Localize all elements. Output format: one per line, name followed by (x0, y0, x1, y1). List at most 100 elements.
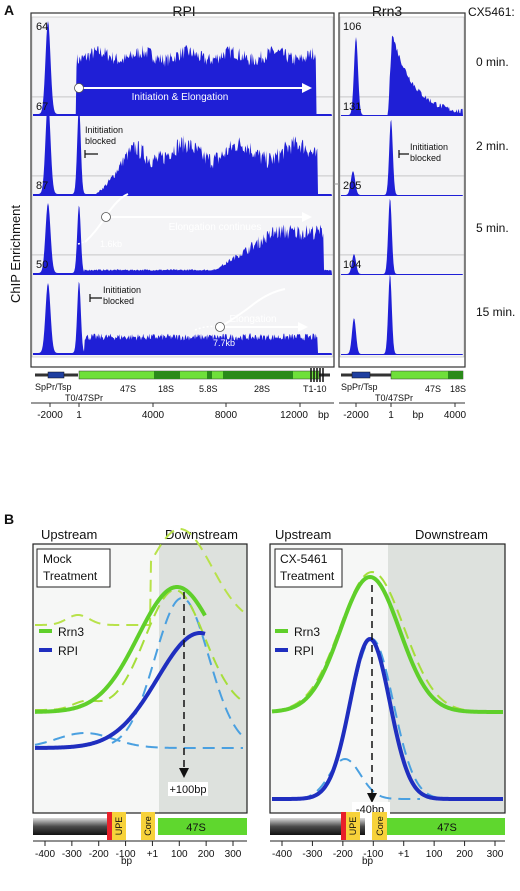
axis-tick-label: 100 (426, 849, 443, 860)
upe-red-mark (341, 812, 346, 840)
axis-tick-label: -200 (89, 849, 109, 860)
left-core-box (141, 812, 155, 840)
cx5461-header: CX5461: (468, 5, 515, 19)
left-core-label: Core (143, 816, 153, 836)
panel-b-letter: B (4, 511, 14, 527)
mock-profiles (34, 527, 244, 750)
mock-rrn3-fit-main (35, 588, 244, 711)
label-1-6kb: 1.6kb (100, 239, 122, 249)
time-label-2: 5 min. (476, 221, 509, 235)
rrn3-init-blocked-line1: Inititiation (410, 142, 448, 152)
time-label-3: 15 min. (476, 305, 515, 319)
rpi-tick-4: 12000 (280, 410, 308, 421)
segment-18s (154, 371, 180, 379)
terminator-marks (310, 368, 324, 382)
rpi-profile-15min (33, 281, 332, 355)
right-bp-label: bp (362, 856, 374, 867)
axis-tick-label: -100 (116, 849, 136, 860)
polymerase-marker (215, 322, 225, 332)
arrowhead-icon (367, 793, 377, 803)
axis-tick-label: -300 (302, 849, 322, 860)
rpi-5-8s-label: 5.8S (199, 384, 218, 394)
rrn3-track-bg (339, 254, 465, 358)
arrowhead-icon (302, 83, 312, 93)
time-label-1: 2 min. (476, 139, 509, 153)
mock-rpi-fit-main (111, 596, 244, 744)
left-upstream-label: Upstream (41, 527, 97, 542)
rpi-profile-5min (33, 203, 332, 275)
rpi-tracks (31, 16, 334, 358)
rpi-t0-label: T0/47SPr (65, 393, 103, 403)
mock-rpi-fit-upstream (34, 731, 243, 749)
init-blocked-2-line1: Inititiation (103, 285, 141, 295)
rrn3-sppr-label: SpPr/Tsp (341, 382, 378, 392)
rpi-tick-2: 4000 (142, 410, 165, 421)
right-downstream-label: Downstream (415, 527, 488, 542)
segment-28s (223, 371, 293, 379)
mock-rpi-profile (34, 630, 206, 750)
panel-a-letter: A (4, 2, 14, 18)
elongation-curve-dotted (77, 240, 87, 245)
left-downstream-label: Downstream (165, 527, 238, 542)
rpi-gene-map (35, 368, 330, 382)
right-upstream-label: Upstream (275, 527, 331, 542)
rrn3-tick-1: 1 (388, 410, 394, 421)
cx-treatment-box (274, 548, 343, 588)
right-core-box (372, 812, 387, 840)
rrn3-gene-map (341, 370, 464, 380)
elongation-curve (219, 288, 286, 328)
left-b-ticks: -400 -300 -200 -100 +1 100 200 300 (35, 841, 242, 860)
legend-rrn3-label: Rrn3 (58, 625, 84, 639)
dna-cylinder (33, 818, 108, 835)
axis-tick-label: 100 (171, 849, 188, 860)
axis-tick-label: -400 (35, 849, 55, 860)
left-47s-label: 47S (186, 822, 206, 834)
upstream-region (33, 544, 159, 813)
axis-tick-label: +1 (398, 849, 410, 860)
rrn3-profile-5min (341, 198, 463, 275)
rpi-18s-label: 18S (158, 384, 174, 394)
axis-tick-label: 300 (487, 849, 504, 860)
init-blocked-2-line2: blocked (103, 296, 134, 306)
polymerase-marker (74, 83, 84, 93)
rrn3-track-bg (339, 175, 465, 256)
rpi-max-1: 67 (36, 101, 48, 113)
rrn3-max-0: 106 (343, 21, 361, 33)
arrowhead-icon (302, 212, 312, 222)
right-47s-label: 47S (437, 822, 457, 834)
axis-tick-label: -200 (333, 849, 353, 860)
axis-tick-label: -400 (272, 849, 292, 860)
axis-tick-label: +1 (147, 849, 159, 860)
rrn3-18s-label: 18S (450, 384, 466, 394)
rpi-t1-10-label: T1-10 (303, 384, 327, 394)
right-b-ticks: -400 -300 -200 -100 +1 100 200 300 (272, 841, 504, 860)
rrn3-profile-0min (341, 35, 463, 117)
rpi-tick-3: 8000 (215, 410, 238, 421)
cx-rrn3-profile (271, 574, 503, 714)
cx-label: CX-5461 (280, 552, 328, 566)
axis-tick-label: -300 (62, 849, 82, 860)
rpi-tick-1: 1 (76, 410, 82, 421)
rrn3-t0-label: T0/47SPr (375, 393, 413, 403)
rpi-28s-label: 28S (254, 384, 270, 394)
rpi-max-0: 64 (36, 21, 48, 33)
left-shift-label: +100bp (169, 784, 206, 796)
arrowhead-icon (179, 768, 189, 778)
rpi-profile-2min (33, 101, 332, 196)
rrn3-title: Rrn3 (372, 3, 403, 19)
init-blocked-1-line2: blocked (85, 136, 116, 146)
mock-frame (32, 543, 248, 814)
mock-rrn3-profile (34, 584, 207, 714)
upstream-region (270, 544, 388, 813)
left-bp-label: bp (121, 856, 133, 867)
block-bar-icon (398, 150, 409, 158)
rrn3-tick-2: 4000 (444, 410, 467, 421)
left-upe-label: UPE (114, 817, 124, 836)
rrn3-profile-15min (341, 274, 463, 355)
elongation-curve-dotted (194, 325, 221, 331)
block-bar-icon (84, 150, 98, 158)
rrn3-max-1: 131 (343, 101, 361, 113)
rpi-tick-0: -2000 (37, 410, 63, 421)
init-blocked-1-line1: Inititiation (85, 125, 123, 135)
